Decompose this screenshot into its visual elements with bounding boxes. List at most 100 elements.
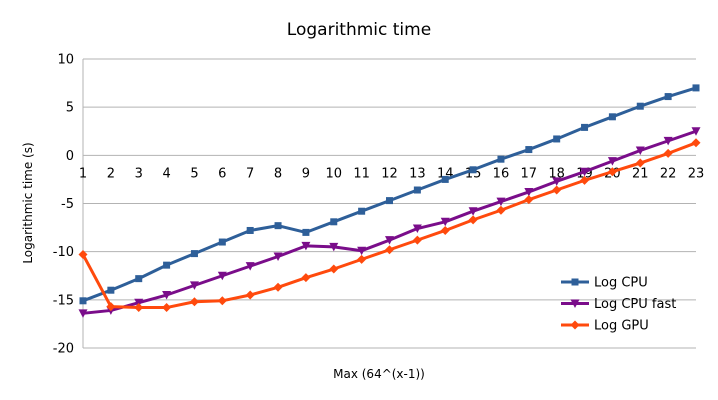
legend: Log CPU Log CPU fast Log GPU [561, 276, 676, 334]
legend-label: Log CPU fast [594, 297, 676, 312]
x-tick-label: 3 [135, 166, 143, 181]
data-point [189, 281, 199, 290]
data-point [581, 123, 589, 131]
x-tick-label: 22 [660, 166, 677, 181]
legend-item: Log GPU [561, 319, 649, 334]
x-tick-label: 5 [190, 166, 198, 181]
y-axis-title: Logarithmic time (s) [21, 142, 35, 263]
data-point [330, 218, 338, 226]
data-point [552, 185, 562, 195]
x-tick-label: 16 [493, 166, 510, 181]
data-point [162, 303, 172, 313]
data-point [302, 228, 310, 236]
y-tick-label: -5 [61, 197, 74, 212]
data-point [163, 261, 171, 269]
data-point [469, 166, 477, 174]
data-point [329, 242, 339, 252]
data-point [162, 291, 172, 300]
data-point [301, 273, 311, 283]
data-point [580, 167, 590, 177]
x-axis-title: Max (64^(x-1)) [333, 367, 425, 381]
data-point [440, 217, 450, 227]
series-0 [79, 84, 700, 305]
series-2 [78, 138, 701, 313]
data-point [218, 238, 226, 246]
data-point [663, 136, 673, 146]
data-point [358, 207, 366, 215]
y-tick-label: -10 [53, 245, 74, 260]
data-point [664, 93, 672, 101]
data-point [635, 158, 645, 168]
data-point [385, 236, 394, 245]
x-tick-label: 2 [107, 166, 115, 181]
legend-marker [570, 299, 580, 308]
data-point [245, 262, 255, 271]
data-point [553, 135, 561, 143]
x-tick-label: 13 [409, 166, 426, 181]
data-point [78, 250, 88, 260]
data-point [636, 102, 644, 110]
data-point [412, 224, 422, 234]
x-tick-label: 17 [521, 166, 538, 181]
data-point [524, 195, 534, 205]
x-axis-tick-labels: 1234567891011121314151617181920212223 [79, 166, 704, 181]
data-point [134, 298, 144, 308]
data-point [329, 264, 339, 274]
x-tick-label: 4 [162, 166, 170, 181]
data-point [107, 286, 115, 294]
data-point [496, 205, 506, 215]
data-point [580, 175, 590, 185]
data-point [217, 296, 227, 306]
data-point [134, 303, 144, 313]
data-point [217, 271, 227, 281]
data-point [468, 215, 478, 225]
y-axis-tick-labels: 10 5 0 -5 -10 -15 -20 [53, 53, 74, 357]
data-point [607, 157, 617, 166]
data-point [386, 197, 393, 205]
data-point [301, 241, 311, 251]
y-tick-label: -20 [53, 342, 74, 357]
x-tick-label: 23 [688, 166, 705, 181]
data-point [468, 207, 478, 216]
series-line [82, 86, 697, 303]
chart-title: Logarithmic time [287, 20, 431, 40]
data-point [497, 155, 505, 163]
data-point [190, 250, 198, 258]
y-tick-label: -15 [53, 293, 74, 308]
data-point [691, 138, 701, 148]
data-point [274, 222, 282, 230]
y-tick-label: 0 [66, 149, 74, 164]
data-point [357, 254, 367, 264]
data-point [441, 175, 449, 183]
series-1 [78, 127, 701, 318]
x-tick-label: 7 [246, 166, 254, 181]
legend-marker [571, 278, 579, 286]
legend-label: Log CPU [594, 276, 648, 291]
data-point [413, 186, 421, 194]
data-point [246, 226, 254, 234]
data-point [691, 127, 701, 136]
data-point [552, 177, 562, 186]
data-point [245, 290, 255, 300]
data-point [692, 84, 700, 92]
data-point [78, 309, 88, 318]
legend-item: Log CPU fast [561, 297, 676, 312]
legend-item: Log CPU [561, 276, 648, 291]
data-point [607, 167, 617, 177]
y-tick-label: 10 [57, 53, 74, 68]
x-tick-label: 21 [632, 166, 649, 181]
data-point [273, 252, 283, 261]
data-point [412, 235, 422, 245]
x-tick-label: 8 [274, 166, 282, 181]
data-point [440, 225, 450, 235]
legend-label: Log GPU [594, 319, 649, 334]
x-tick-label: 9 [302, 166, 310, 181]
data-point [135, 275, 143, 283]
x-tick-label: 10 [325, 166, 342, 181]
data-point [496, 197, 506, 207]
data-point [189, 297, 199, 307]
data-point [663, 148, 673, 158]
data-point [357, 246, 367, 256]
data-point [106, 302, 116, 312]
